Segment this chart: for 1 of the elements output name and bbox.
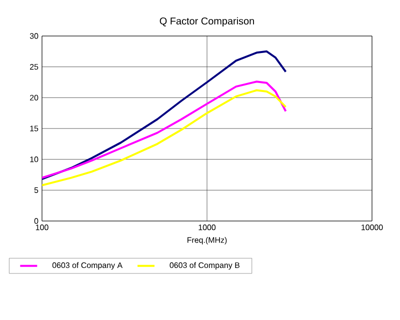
chart-title: Q Factor Comparison xyxy=(160,17,254,26)
